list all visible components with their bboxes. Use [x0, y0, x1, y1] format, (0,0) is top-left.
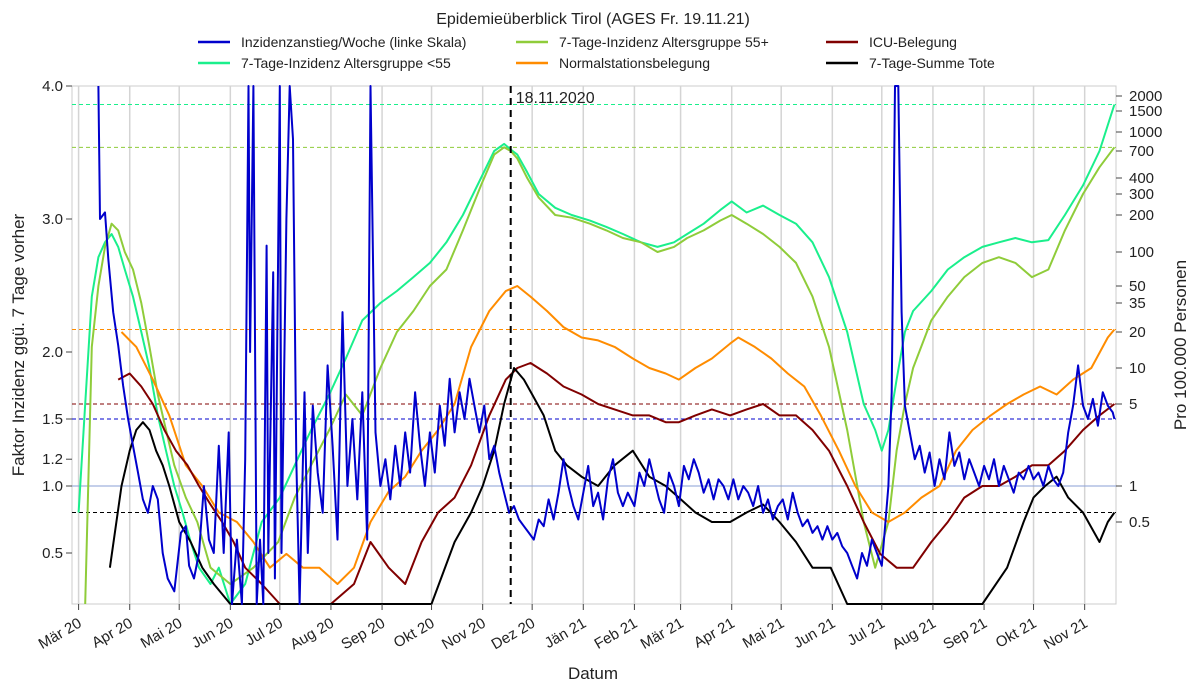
- y-right-tick-label: 2000: [1129, 88, 1162, 105]
- y-right-tick-label: 400: [1129, 170, 1154, 187]
- reference-lines: [72, 103, 1116, 514]
- annotation-label: 18.11.2020: [516, 90, 595, 107]
- y-right-tick-label: 1500: [1129, 103, 1162, 120]
- legend-label: ICU-Belegung: [869, 34, 957, 50]
- series-line: [84, 146, 1116, 605]
- plot-area: [71, 85, 1117, 605]
- y-right-tick-label: 100: [1129, 244, 1154, 261]
- y-right-tick-label: 50: [1129, 278, 1146, 295]
- y-left-tick-label: 2.0: [42, 344, 63, 361]
- y-right-tick-label: 10: [1129, 360, 1146, 377]
- y-axis-right-title: Pro 100.000 Personen: [1171, 260, 1190, 430]
- y-right-tick-label: 0.5: [1129, 514, 1150, 531]
- y-axis-left-title: Faktor Inzidenz ggü. 7 Tage vorher: [9, 213, 28, 476]
- y-right-tick-label: 5: [1129, 396, 1137, 413]
- annotation: 18.11.2020: [509, 86, 595, 604]
- y-right-tick-label: 200: [1129, 207, 1154, 224]
- y-left-tick-label: 1.0: [42, 478, 63, 495]
- legend-label: 7-Tage-Inzidenz Altersgruppe 55+: [559, 34, 769, 50]
- y-right-tick-label: 300: [1129, 186, 1154, 203]
- y-left-tick-label: 3.0: [42, 211, 63, 228]
- y-axis-left: 0.5 1.0 1.2 1.5 2.0 3.0 4.0: [42, 78, 72, 562]
- legend-label: Normalstationsbelegung: [559, 55, 710, 71]
- legend: Inzidenzanstieg/Woche (linke Skala) 7-Tag…: [198, 34, 995, 71]
- y-left-tick-label: 1.5: [42, 411, 63, 428]
- y-right-tick-label: 1000: [1129, 124, 1162, 141]
- y-right-tick-label: 1: [1129, 478, 1137, 495]
- legend-label: 7-Tage-Summe Tote: [869, 55, 995, 71]
- y-right-tick-label: 20: [1129, 324, 1146, 341]
- legend-label: Inzidenzanstieg/Woche (linke Skala): [241, 34, 466, 50]
- series-line: [77, 104, 1116, 605]
- y-left-tick-label: 4.0: [42, 78, 63, 95]
- y-right-tick-label: 700: [1129, 143, 1154, 160]
- y-left-tick-label: 1.2: [42, 451, 63, 468]
- x-axis-title: Datum: [568, 664, 618, 683]
- series-line: [97, 85, 1116, 605]
- chart-title: Epidemieüberblick Tirol (AGES Fr. 19.11.…: [436, 11, 750, 28]
- y-left-tick-label: 0.5: [42, 545, 63, 562]
- data-series: [77, 85, 1116, 605]
- legend-label: 7-Tage-Inzidenz Altersgruppe <55: [241, 55, 451, 71]
- y-right-tick-label: 35: [1129, 295, 1146, 312]
